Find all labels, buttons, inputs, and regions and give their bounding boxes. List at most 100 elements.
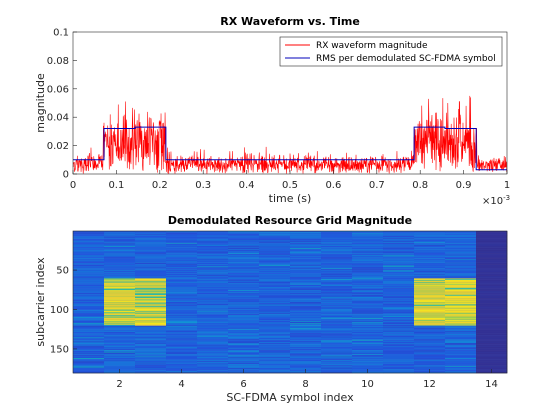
- heatmap-cell: [414, 312, 446, 314]
- heatmap-cell: [383, 266, 415, 268]
- heatmap-cell: [290, 313, 322, 315]
- heatmap-cell: [104, 264, 136, 267]
- heatmap-cell: [73, 305, 105, 307]
- heatmap-cell: [321, 242, 353, 244]
- heatmap-cell: [73, 287, 105, 289]
- heatmap-cell: [197, 278, 229, 280]
- heatmap-cell: [104, 254, 136, 256]
- heatmap-cell: [104, 327, 136, 329]
- heatmap-cell: [352, 231, 384, 233]
- heatmap-cell: [414, 354, 446, 356]
- heatmap-cell: [197, 243, 229, 245]
- heatmap-cell: [228, 354, 260, 356]
- heatmap-cell: [383, 324, 415, 326]
- heatmap-cell: [476, 245, 508, 247]
- heatmap-cell: [166, 343, 198, 345]
- heatmap-cell: [321, 346, 353, 349]
- heatmap-cell: [290, 252, 322, 254]
- heatmap-cell: [259, 243, 291, 245]
- heatmap-cell: [259, 254, 291, 256]
- heatmap-cell: [352, 238, 384, 240]
- heatmap-cell: [259, 245, 291, 247]
- heatmap-cell: [104, 305, 136, 308]
- grid-x-tick-label: 2: [116, 379, 122, 390]
- heatmap-cell: [352, 241, 384, 243]
- heatmap-cell: [166, 298, 198, 300]
- heatmap-cell: [383, 338, 415, 340]
- heatmap-cell: [352, 331, 384, 333]
- heatmap-cell: [445, 275, 477, 278]
- grid-ylabel: subcarrier index: [34, 257, 47, 347]
- heatmap-cell: [197, 323, 229, 325]
- heatmap-cell: [166, 358, 198, 360]
- heatmap-cell: [166, 342, 198, 344]
- heatmap-cell: [414, 301, 446, 303]
- heatmap-cell: [445, 249, 477, 252]
- heatmap-cell: [414, 249, 446, 252]
- heatmap-cell: [135, 275, 167, 277]
- waveform-y-ticks: 00.020.040.060.080.1: [47, 28, 77, 181]
- heatmap-cell: [445, 234, 477, 236]
- heatmap-cell: [352, 257, 384, 259]
- heatmap-cell: [104, 320, 136, 323]
- heatmap-cell: [73, 270, 105, 272]
- heatmap-cell: [321, 314, 353, 316]
- heatmap-cell: [73, 318, 105, 320]
- heatmap-cell: [166, 335, 198, 338]
- heatmap-cell: [166, 361, 198, 364]
- heatmap-cell: [259, 269, 291, 271]
- heatmap-cell: [259, 257, 291, 259]
- heatmap-cell: [414, 246, 446, 248]
- heatmap-cell: [228, 359, 260, 361]
- heatmap-cell: [259, 231, 291, 233]
- heatmap-cell: [476, 238, 508, 240]
- heatmap-cell: [104, 234, 136, 236]
- heatmap-cell: [197, 245, 229, 248]
- heatmap-cell: [166, 245, 198, 248]
- heatmap-cell: [414, 268, 446, 270]
- heatmap-cell: [166, 269, 198, 271]
- heatmap-cell: [352, 328, 384, 330]
- heatmap-cell: [290, 278, 322, 280]
- heatmap-cell: [414, 248, 446, 250]
- heatmap-cell: [135, 233, 167, 235]
- heatmap-cell: [104, 255, 136, 257]
- heatmap-cell: [445, 359, 477, 361]
- heatmap-cell: [383, 268, 415, 270]
- heatmap-cell: [290, 343, 322, 345]
- heatmap-cell: [445, 239, 477, 241]
- heatmap-cell: [104, 353, 136, 355]
- heatmap-cell: [135, 296, 167, 298]
- heatmap-cell: [476, 279, 508, 281]
- heatmap-cell: [476, 332, 508, 334]
- heatmap-cell: [166, 235, 198, 237]
- heatmap-cell: [197, 287, 229, 289]
- heatmap-cell: [445, 272, 477, 274]
- heatmap-cell: [321, 338, 353, 340]
- heatmap-cell: [383, 364, 415, 366]
- heatmap-cell: [383, 302, 415, 304]
- heatmap-cell: [73, 321, 105, 323]
- heatmap-cell: [445, 330, 477, 332]
- heatmap-cell: [383, 287, 415, 289]
- heatmap-cell: [73, 343, 105, 345]
- heatmap-cell: [445, 326, 477, 328]
- heatmap-cell: [321, 328, 353, 330]
- heatmap-cell: [197, 364, 229, 366]
- heatmap-cell: [321, 238, 353, 240]
- heatmap-cell: [445, 277, 477, 279]
- heatmap-cell: [414, 245, 446, 248]
- heatmap-cell: [228, 304, 260, 306]
- heatmap-cell: [197, 320, 229, 322]
- heatmap-cell: [290, 234, 322, 236]
- heatmap-cell: [290, 290, 322, 292]
- heatmap-cell: [104, 358, 136, 360]
- heatmap-cell: [383, 247, 415, 249]
- heatmap-cell: [228, 368, 260, 370]
- heatmap-cell: [259, 328, 291, 330]
- heatmap-cell: [290, 282, 322, 284]
- heatmap-cell: [414, 302, 446, 304]
- heatmap-cell: [476, 303, 508, 305]
- heatmap-cell: [290, 267, 322, 269]
- heatmap-cell: [383, 346, 415, 349]
